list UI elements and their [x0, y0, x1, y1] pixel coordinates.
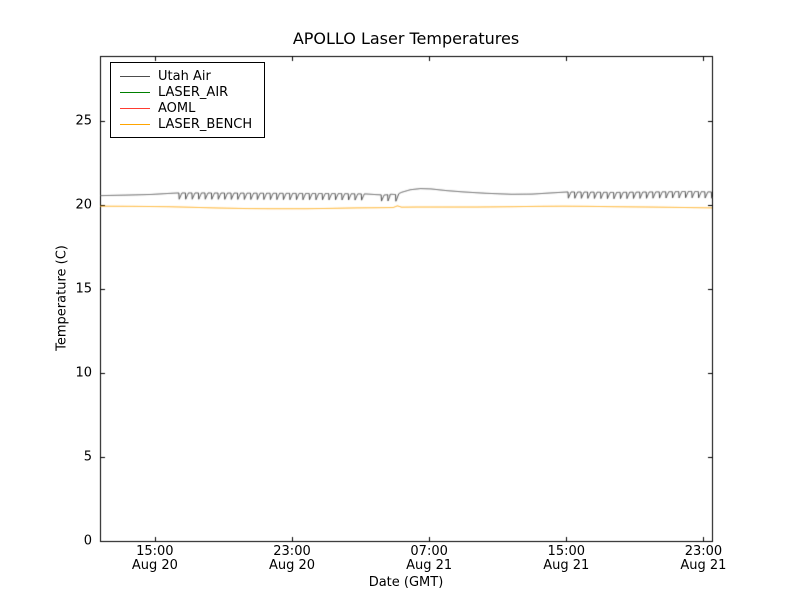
- x-tick-time: 15:00: [547, 544, 586, 559]
- x-tick-time: 15:00: [136, 544, 174, 559]
- x-tick-date: Aug 20: [131, 558, 178, 573]
- x-tick-label: 07:00 Aug 21: [406, 545, 452, 573]
- x-axis-label: Date (GMT): [368, 575, 444, 590]
- x-tick-label: 15:00 Aug 20: [132, 545, 178, 573]
- legend-entry: Utah Air: [120, 68, 252, 84]
- x-tick-time: 23:00: [684, 544, 723, 559]
- legend-entry-label: LASER_AIR: [158, 84, 229, 100]
- legend-entry-label: AOML: [158, 100, 196, 116]
- legend-entry-label: Utah Air: [158, 68, 211, 84]
- y-tick-label: 15: [75, 281, 92, 297]
- legend-line-sample: [120, 107, 150, 109]
- x-tick-time: 07:00: [410, 544, 448, 559]
- x-tick-label: 23:00 Aug 20: [269, 545, 315, 573]
- x-tick-date: Aug 21: [680, 558, 727, 573]
- x-tick-label: 23:00 Aug 21: [680, 545, 726, 573]
- y-tick-label: 20: [75, 197, 92, 213]
- chart-title: APOLLO Laser Temperatures: [292, 29, 520, 48]
- y-tick-label: 10: [75, 365, 92, 381]
- legend-line-sample: [120, 75, 150, 77]
- y-tick-label: 0: [83, 533, 92, 549]
- y-axis-label: Temperature (C): [54, 245, 70, 351]
- x-tick-label: 15:00 Aug 21: [543, 545, 589, 573]
- y-tick-label: 25: [75, 113, 92, 129]
- y-tick-label: 5: [83, 449, 92, 465]
- legend-entry: AOML: [120, 100, 252, 116]
- legend: Utah Air LASER_AIR AOML LASER_BENCH: [110, 62, 266, 138]
- x-tick-time: 23:00: [273, 544, 311, 559]
- legend-entry-label: LASER_BENCH: [158, 116, 253, 132]
- legend-line-sample: [120, 91, 150, 93]
- legend-entry: LASER_AIR: [120, 84, 252, 100]
- legend-entry: LASER_BENCH: [120, 116, 252, 132]
- legend-line-sample: [120, 123, 150, 125]
- x-tick-date: Aug 21: [543, 558, 590, 573]
- x-tick-date: Aug 20: [268, 558, 316, 573]
- x-tick-date: Aug 21: [406, 558, 453, 573]
